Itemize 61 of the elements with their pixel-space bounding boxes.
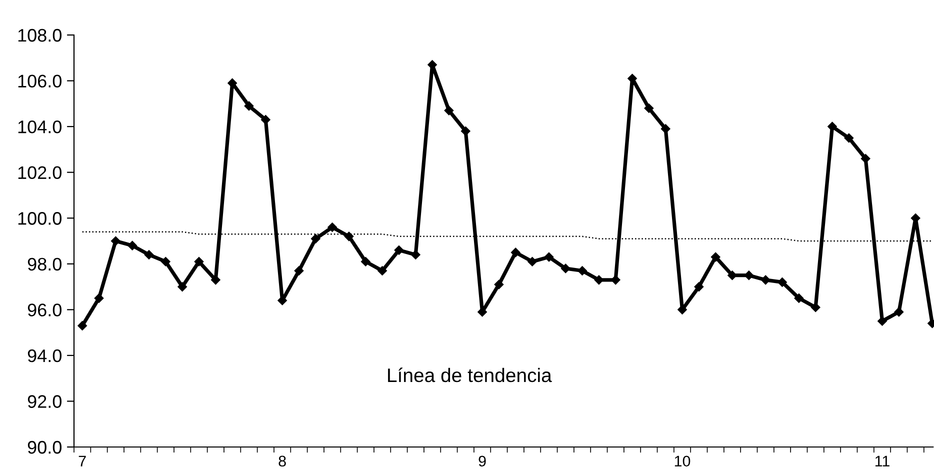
point [478,307,487,317]
point [660,124,670,134]
point [460,126,470,136]
point [860,154,870,164]
point [161,256,170,266]
y-tick-label: 106.0 [18,74,62,88]
point [494,280,504,290]
point [510,248,520,258]
x-tick-label: 11 [875,456,890,466]
point [894,307,904,317]
y-tick-label: 92.0 [28,395,62,408]
x-tick-label: 8 [278,456,286,467]
point [94,294,104,303]
point [128,240,137,250]
point [244,101,254,111]
point [311,234,320,244]
point [710,252,720,262]
point [828,122,837,132]
y-tick-label: 90.0 [28,440,62,454]
point [544,252,554,262]
y-tick-label: 100.0 [18,212,62,225]
point [528,256,537,266]
point [144,250,154,260]
point [760,275,770,285]
y-tick-label: 104.0 [18,120,62,134]
point [578,266,587,276]
point [178,282,187,292]
point [111,236,120,246]
point [778,278,787,287]
point [844,133,854,143]
point [378,266,387,276]
annotation: Línea de tendencia [388,368,552,382]
x-tick-label: 10 [674,456,690,467]
point [810,302,820,312]
point [444,106,454,116]
point [261,115,270,124]
point [328,222,337,232]
y-tick-label: 96.0 [28,304,62,316]
point [361,256,370,266]
point [394,246,404,255]
point [610,275,620,285]
point [594,275,604,285]
point [411,250,420,260]
y-tick-label: 102.0 [18,166,62,180]
point [644,104,654,113]
point [228,78,237,88]
point [878,316,887,326]
point [294,266,304,276]
point [211,275,220,285]
point [194,256,204,266]
x-tick-label: 7 [78,456,86,466]
point [694,282,704,292]
point [344,232,354,242]
point [78,321,87,330]
y-tick-label: 94.0 [28,349,62,362]
y-tick-label: 108.0 [18,28,62,42]
point [560,264,570,274]
point [744,270,754,280]
y-tick-label: 98.0 [28,258,62,271]
point [794,294,804,303]
x-tick-label: 9 [478,456,486,467]
